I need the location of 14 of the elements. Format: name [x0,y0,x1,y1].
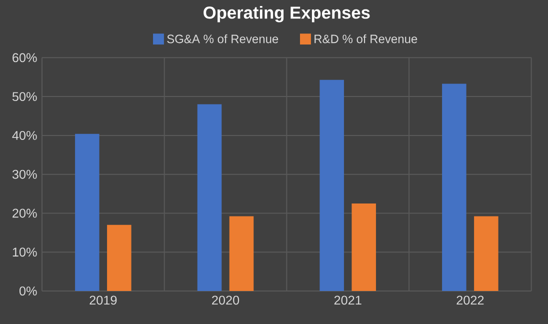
x-tick-label: 2021 [334,296,362,305]
x-tick-label: 2022 [456,296,484,305]
chart-title: Operating Expenses [204,6,370,22]
legend-label: SG&A % of Revenue [167,34,278,44]
y-tick-label: 10% [12,248,37,257]
y-tick-label: 60% [12,53,37,62]
y-tick-label: 30% [12,170,37,179]
x-tick-label: 2020 [212,296,240,305]
legend-label: R&D % of Revenue [314,34,418,44]
x-tick-label: 2019 [90,296,117,305]
y-tick-label: 20% [12,208,37,218]
y-tick-label: 0% [19,286,37,296]
y-tick-label: 50% [12,92,37,102]
y-tick-label: 40% [12,130,37,140]
